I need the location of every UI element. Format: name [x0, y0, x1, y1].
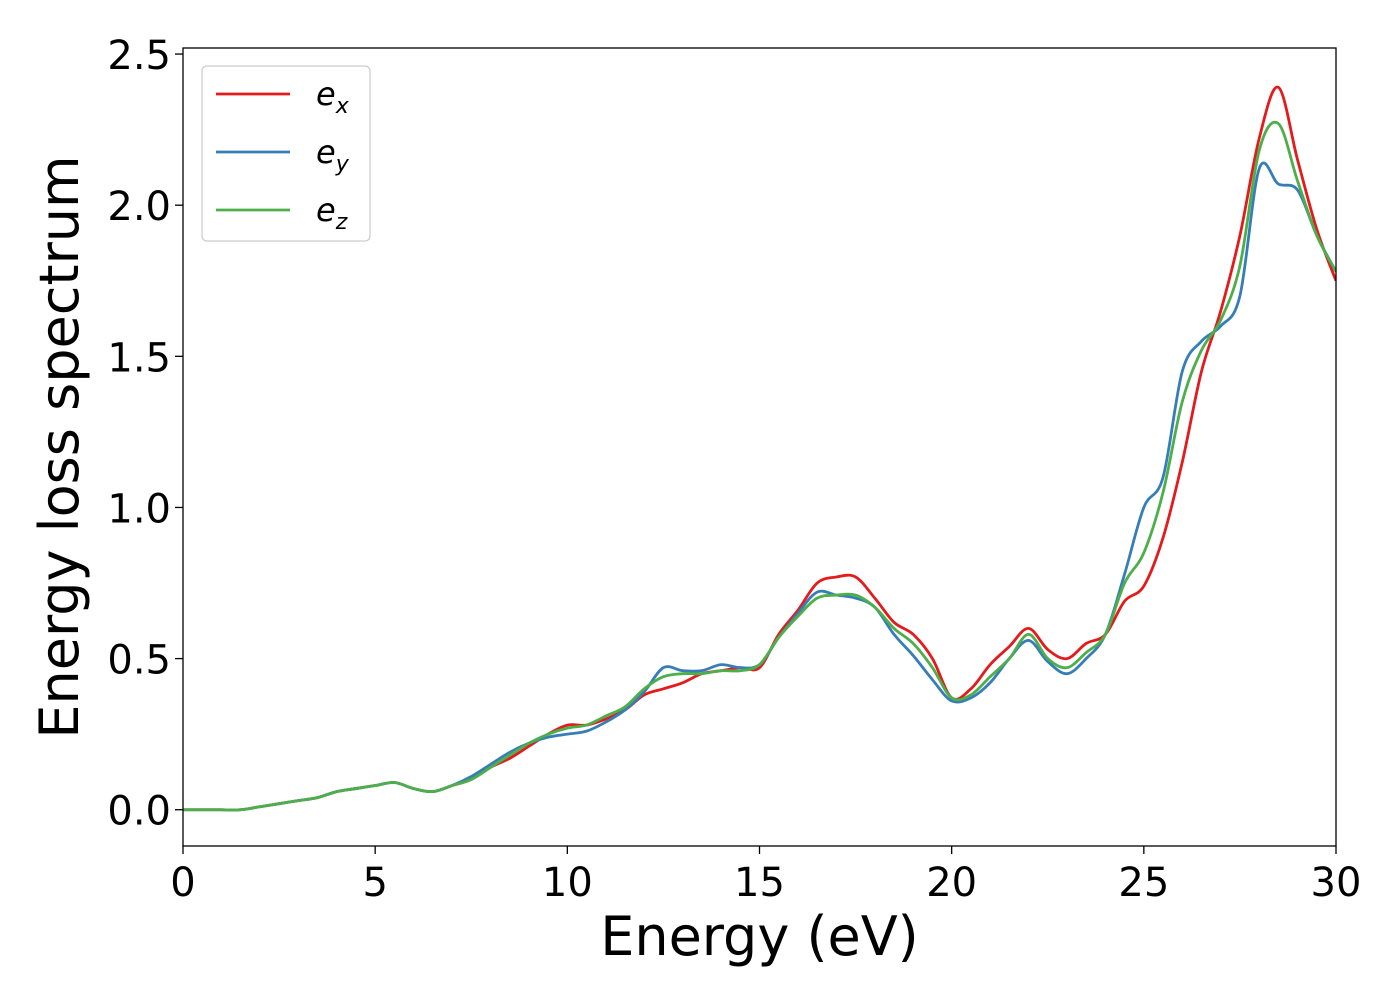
x-tick-label: 0	[170, 860, 195, 906]
legend: ex ey ez	[201, 65, 371, 242]
x-axis-label: Energy (eV)	[600, 905, 919, 968]
y-tick-label: 2.0	[107, 184, 171, 230]
legend-box	[201, 65, 371, 242]
x-tick-label: 25	[1118, 860, 1169, 906]
legend-label-ex: ex	[316, 75, 350, 119]
y-tick-label: 0.0	[107, 789, 171, 835]
y-tick-label: 1.0	[107, 486, 171, 532]
y-tick-label: 0.5	[107, 638, 171, 684]
legend-label-ez: ez	[316, 191, 348, 235]
x-axis: 0 5 10 15 20 25 30	[170, 846, 1361, 906]
x-tick-label: 15	[734, 860, 785, 906]
y-axis-label: Energy loss spectrum	[28, 155, 91, 738]
x-tick-label: 20	[926, 860, 977, 906]
y-axis: 0.0 0.5 1.0 1.5 2.0 2.5	[107, 33, 183, 835]
x-tick-label: 10	[542, 860, 593, 906]
y-tick-label: 2.5	[107, 33, 171, 79]
x-tick-label: 30	[1311, 860, 1362, 906]
series-layer	[183, 85, 1336, 812]
y-tick-label: 1.5	[107, 335, 171, 381]
series-line-ez	[183, 120, 1336, 812]
x-tick-label: 5	[362, 860, 387, 906]
legend-label-ey: ey	[316, 133, 350, 177]
